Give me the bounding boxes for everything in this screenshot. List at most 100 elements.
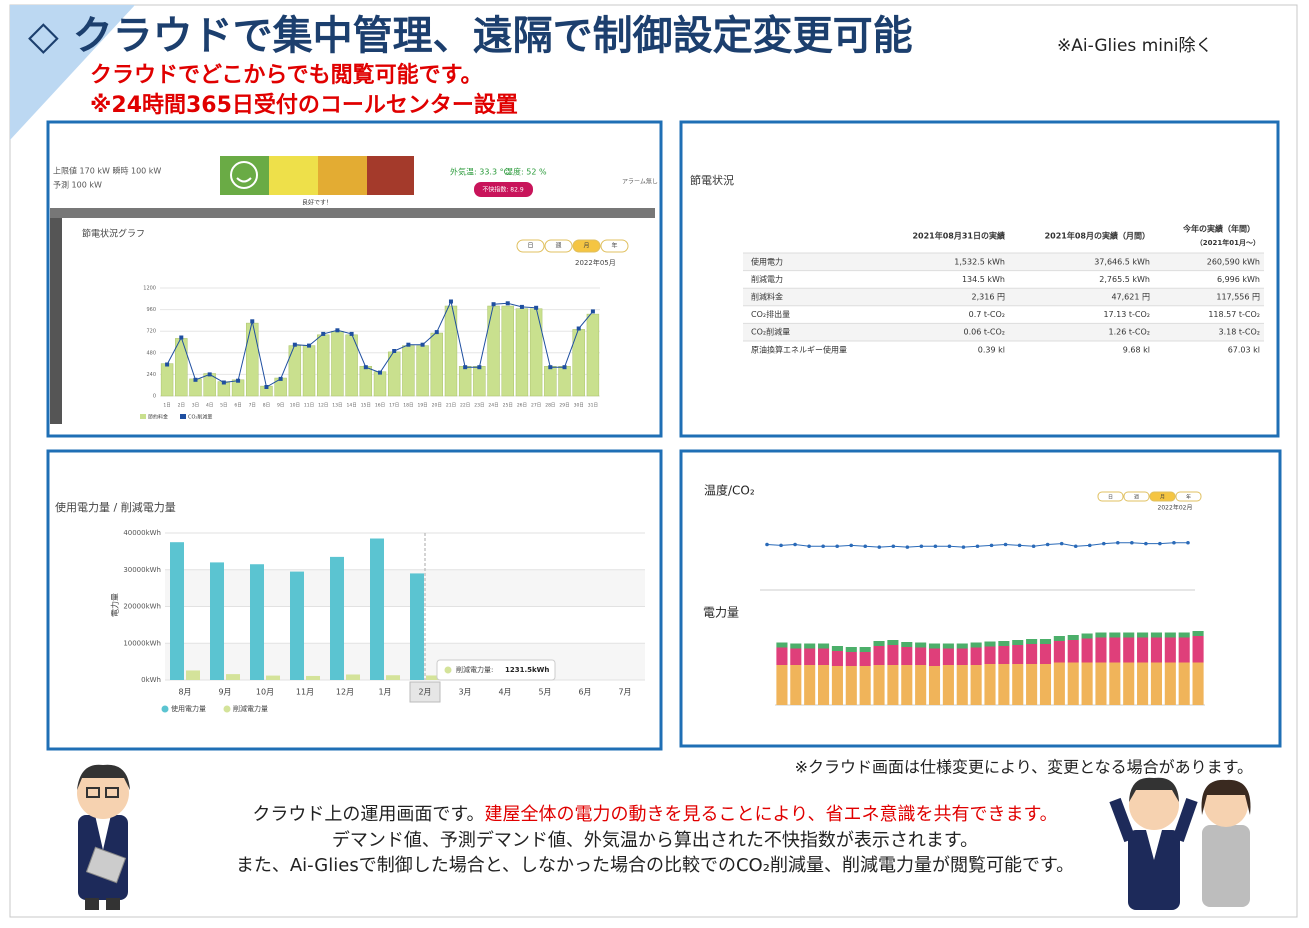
point (1017, 543, 1022, 548)
bar (501, 305, 514, 397)
table-header: 今年の実績（年間） (1182, 224, 1255, 234)
bar-segment (1150, 637, 1162, 663)
x-tick-label: 1日 (163, 403, 170, 409)
bar-segment (831, 666, 843, 705)
bar-segment (790, 665, 802, 705)
status-warn (318, 156, 367, 195)
bar (330, 556, 344, 680)
bar-segment (776, 642, 788, 648)
point (1087, 543, 1092, 548)
bar-segment (1067, 640, 1079, 663)
bar-segment (1137, 662, 1149, 705)
table-row (743, 305, 1264, 324)
status-fair (269, 156, 318, 195)
x-tick-label: 22日 (460, 403, 470, 409)
bar-segment (1164, 632, 1176, 638)
point (463, 365, 468, 370)
glasses (86, 787, 100, 798)
bar (558, 366, 571, 397)
bar-segment (1026, 639, 1038, 644)
point (1130, 540, 1134, 545)
bar (487, 305, 500, 397)
bar-segment (928, 666, 941, 705)
point (947, 544, 952, 549)
alarm: アラーム無し (622, 178, 658, 186)
bar (170, 542, 184, 680)
y-tick-label: 960 (146, 307, 156, 313)
table-cell: 134.5 kWh (962, 275, 1005, 284)
chart-title: 電力量 (703, 606, 739, 620)
shoe (85, 898, 99, 910)
y-tick-label: 1200 (143, 286, 156, 292)
point (378, 370, 382, 375)
tab[interactable] (1175, 491, 1202, 502)
table-cell: CO₂削減量 (751, 327, 790, 337)
bar-segment (804, 665, 816, 705)
tab[interactable] (1097, 491, 1124, 502)
table-row (743, 270, 1264, 289)
description-part: デマンド値、予測デマンド値、外気温から算出された不快指数が表示されます。 (332, 830, 978, 851)
y-tick-label: 0 (153, 394, 156, 400)
title-note: ※Ai-Glies mini除く (1057, 36, 1212, 56)
tab[interactable] (600, 239, 629, 253)
bar (410, 573, 424, 680)
hair (1201, 779, 1251, 815)
tab[interactable] (544, 239, 573, 253)
table-header: 2021年08月31日の実績 (912, 231, 1005, 241)
point (1116, 540, 1120, 545)
point (477, 365, 482, 370)
bar-segment (1095, 637, 1107, 663)
bar-segment (1178, 637, 1190, 663)
table-cell: 118.57 t-CO₂ (1208, 310, 1260, 319)
tab[interactable] (516, 239, 545, 253)
bar (586, 313, 600, 397)
legend-swatch (223, 705, 231, 713)
bar-segment (818, 643, 830, 649)
highlight (409, 681, 441, 703)
point (534, 305, 539, 310)
point (576, 326, 581, 331)
tab-label: 日 (527, 243, 533, 250)
bar-segment (859, 652, 871, 666)
bar-segment (942, 665, 954, 705)
point (519, 304, 524, 309)
x-tick-label: 7月 (618, 688, 631, 697)
bar (331, 330, 344, 397)
x-tick-label: 4月 (498, 688, 511, 697)
table-cell: 1.26 t-CO₂ (1109, 328, 1150, 337)
point (1059, 541, 1064, 546)
legend-label: CO₂削減量 (188, 414, 212, 421)
table-cell: 6,996 kWh (1217, 275, 1260, 284)
table-cell: 0.7 t-CO₂ (969, 310, 1005, 319)
point (250, 319, 255, 324)
x-tick-label: 12月 (336, 688, 354, 697)
bar-segment (831, 651, 843, 666)
tab[interactable] (1123, 491, 1150, 502)
tab-label: 週 (1134, 494, 1139, 501)
bar-segment (928, 648, 941, 666)
table-cell: 2,765.5 kWh (1099, 275, 1150, 284)
x-tick-label: 21日 (446, 403, 456, 409)
x-tick-label: 18日 (403, 403, 413, 409)
date: 2022年05月 (575, 258, 616, 267)
table-cell: 9.68 kl (1123, 345, 1150, 354)
bar-segment (887, 645, 899, 665)
point (1003, 542, 1008, 547)
tab[interactable] (572, 239, 601, 253)
bar-segment (901, 665, 913, 705)
point (1031, 544, 1036, 549)
tab[interactable] (1149, 491, 1176, 502)
y-tick-label: 20000kWh (123, 603, 161, 611)
clipboard (85, 846, 127, 884)
point (807, 544, 811, 549)
table-cell: 削減電力 (751, 274, 783, 284)
shirt (1146, 830, 1162, 860)
x-tick-label: 6日 (234, 403, 241, 409)
table-header: （2021年01月〜） (1196, 238, 1260, 247)
bar-segment (1137, 632, 1149, 638)
bar (473, 366, 486, 397)
face (1129, 780, 1179, 830)
x-tick-label: 24日 (488, 403, 498, 409)
bar-segment (873, 646, 885, 665)
